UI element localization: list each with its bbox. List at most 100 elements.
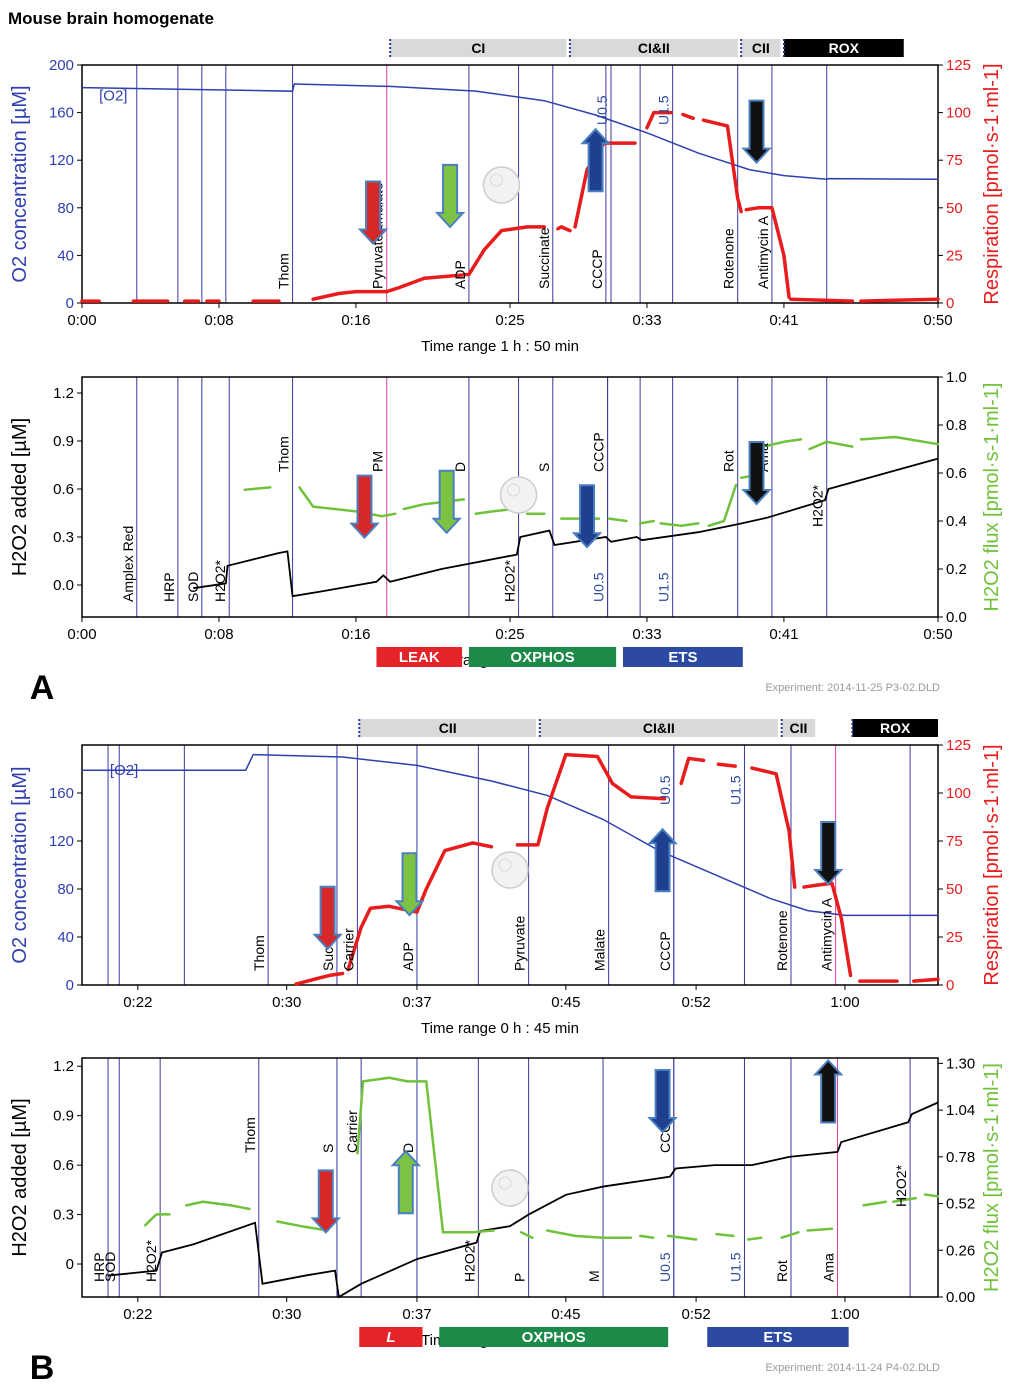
event-label: Amplex Red (120, 526, 136, 602)
x-tick-label: 0:41 (769, 626, 798, 643)
phase-label: CI&II (643, 720, 675, 736)
state-label: OXPHOS (510, 649, 574, 666)
h2o2-flux-segment (638, 519, 656, 525)
x-tick-label: 0:52 (681, 1306, 710, 1323)
state-label: ETS (668, 649, 697, 666)
event-label: H2O2* (143, 1239, 159, 1282)
h2o2-flux-segment (519, 1231, 534, 1239)
mitochondrion-watermark-detail (498, 858, 512, 872)
phase-bar-cii (741, 39, 781, 57)
right-axis-label: Respiration [pmol·s-1·ml-1] (981, 744, 1003, 985)
right-tick-label: 0.8 (946, 417, 967, 434)
right-tick-label: 75 (946, 833, 963, 850)
respiration-segment (346, 841, 494, 972)
event-label: Malate (592, 929, 608, 971)
event-label: Ama (821, 1253, 837, 1282)
h2o2-flux-segment (780, 1231, 800, 1239)
event-label: HRP (91, 1252, 107, 1282)
respiration-segment (802, 881, 853, 978)
respiration-segment (789, 297, 855, 303)
o2-concentration-line (81, 83, 939, 181)
h2o2-flux-segment (659, 522, 700, 528)
event-label: Thom (276, 253, 292, 289)
right-tick-label: 100 (946, 105, 971, 122)
respiration-segment (311, 225, 546, 301)
mitochondrion-watermark-icon (491, 1169, 529, 1207)
mitochondrion-watermark-detail (489, 173, 503, 187)
right-axis-label: H2O2 flux [pmol·s-1·ml-1] (981, 1063, 1003, 1292)
right-tick-label: 50 (946, 881, 963, 898)
right-axis-label: H2O2 flux [pmol·s-1·ml-1] (981, 383, 1003, 612)
left-tick-label: 160 (49, 105, 74, 122)
x-tick-label: 1:00 (830, 994, 859, 1011)
left-tick-label: 0.0 (53, 577, 74, 594)
event-arrow-icon (390, 1149, 422, 1215)
mitochondrion-watermark-icon (482, 166, 521, 204)
h2o2-flux-segment (545, 1229, 633, 1239)
left-axis-label: O2 concentration [µM] (9, 766, 31, 963)
left-tick-label: 0.9 (53, 433, 74, 450)
panel-A-top: CI CI&II CII ROX 0 40 80 120 160 200 0 25 50 75 100 125… (9, 39, 1003, 355)
h2o2-flux-segment (298, 486, 397, 518)
event-label: CCCP (657, 931, 673, 971)
state-label: LEAK (399, 649, 440, 666)
x-tick-label: 0:45 (551, 994, 580, 1011)
event-label: Rot (721, 450, 737, 472)
left-axis-label: H2O2 added [µM] (9, 1098, 31, 1256)
event-label: HRP (161, 572, 177, 602)
event-arrow-icon (349, 474, 380, 540)
event-arrow-icon (571, 484, 603, 549)
event-arrow-icon (812, 821, 844, 886)
event-label: ADP (400, 942, 416, 971)
event-label: U0.5 (591, 572, 607, 602)
x-tick-label: 0:08 (204, 626, 233, 643)
event-label: PM (370, 451, 386, 472)
x-tick-label: 0:37 (402, 994, 431, 1011)
left-tick-label: 40 (57, 929, 74, 946)
event-arrow-icon (741, 99, 772, 165)
event-label: M (586, 1270, 602, 1282)
state-label: L (386, 1329, 395, 1346)
respiration-segment (750, 766, 797, 889)
event-label: Succinate (536, 227, 552, 289)
h2o2-added-line (107, 1101, 939, 1299)
time-range-label: Time range 1 h : 50 min (421, 338, 579, 355)
event-arrow-icon (741, 441, 772, 506)
panel-label: B (30, 1349, 55, 1387)
left-tick-label: 40 (57, 247, 74, 264)
phase-label: CI (471, 40, 485, 56)
h2o2-flux-segment (892, 1196, 917, 1204)
event-label: Rotenone (721, 228, 737, 289)
event-label: P (512, 1273, 528, 1282)
respiration-segment (556, 225, 572, 233)
x-tick-label: 0:33 (632, 312, 661, 329)
x-tick-label: 0:37 (402, 1306, 431, 1323)
event-label: CCCP (591, 432, 607, 472)
event-arrow-icon (312, 885, 343, 951)
event-label: CCCP (589, 249, 605, 289)
phase-label: CII (439, 720, 457, 736)
right-tick-label: 0.2 (946, 561, 967, 578)
state-label: OXPHOS (522, 1329, 586, 1346)
time-range-label: Time range 0 h : 45 min (421, 1020, 579, 1037)
h2o2-flux-segment (276, 1220, 329, 1232)
x-tick-label: 0:41 (769, 312, 798, 329)
left-tick-label: 0 (66, 1256, 74, 1273)
left-tick-label: 120 (49, 833, 74, 850)
left-tick-label: 0 (66, 295, 74, 312)
phase-bar-ciandii (539, 719, 778, 737)
phase-bar-ci (390, 39, 567, 57)
event-label: Carrier (344, 1110, 360, 1153)
left-axis-label: O2 concentration [µM] (9, 85, 31, 282)
event-arrow-icon (812, 1058, 844, 1124)
event-label: U1.5 (656, 95, 672, 125)
phase-bar-cii (781, 719, 816, 737)
h2o2-flux-segment (862, 1200, 888, 1207)
phase-bar-cii (359, 719, 537, 737)
respiration-segment (681, 112, 695, 121)
left-tick-label: 120 (49, 152, 74, 169)
state-bar-leak (376, 647, 463, 667)
right-axis-label: Respiration [pmol·s-1·ml-1] (981, 63, 1003, 304)
event-label: Thom (276, 436, 292, 472)
mitochondrion-watermark-icon (491, 851, 529, 889)
